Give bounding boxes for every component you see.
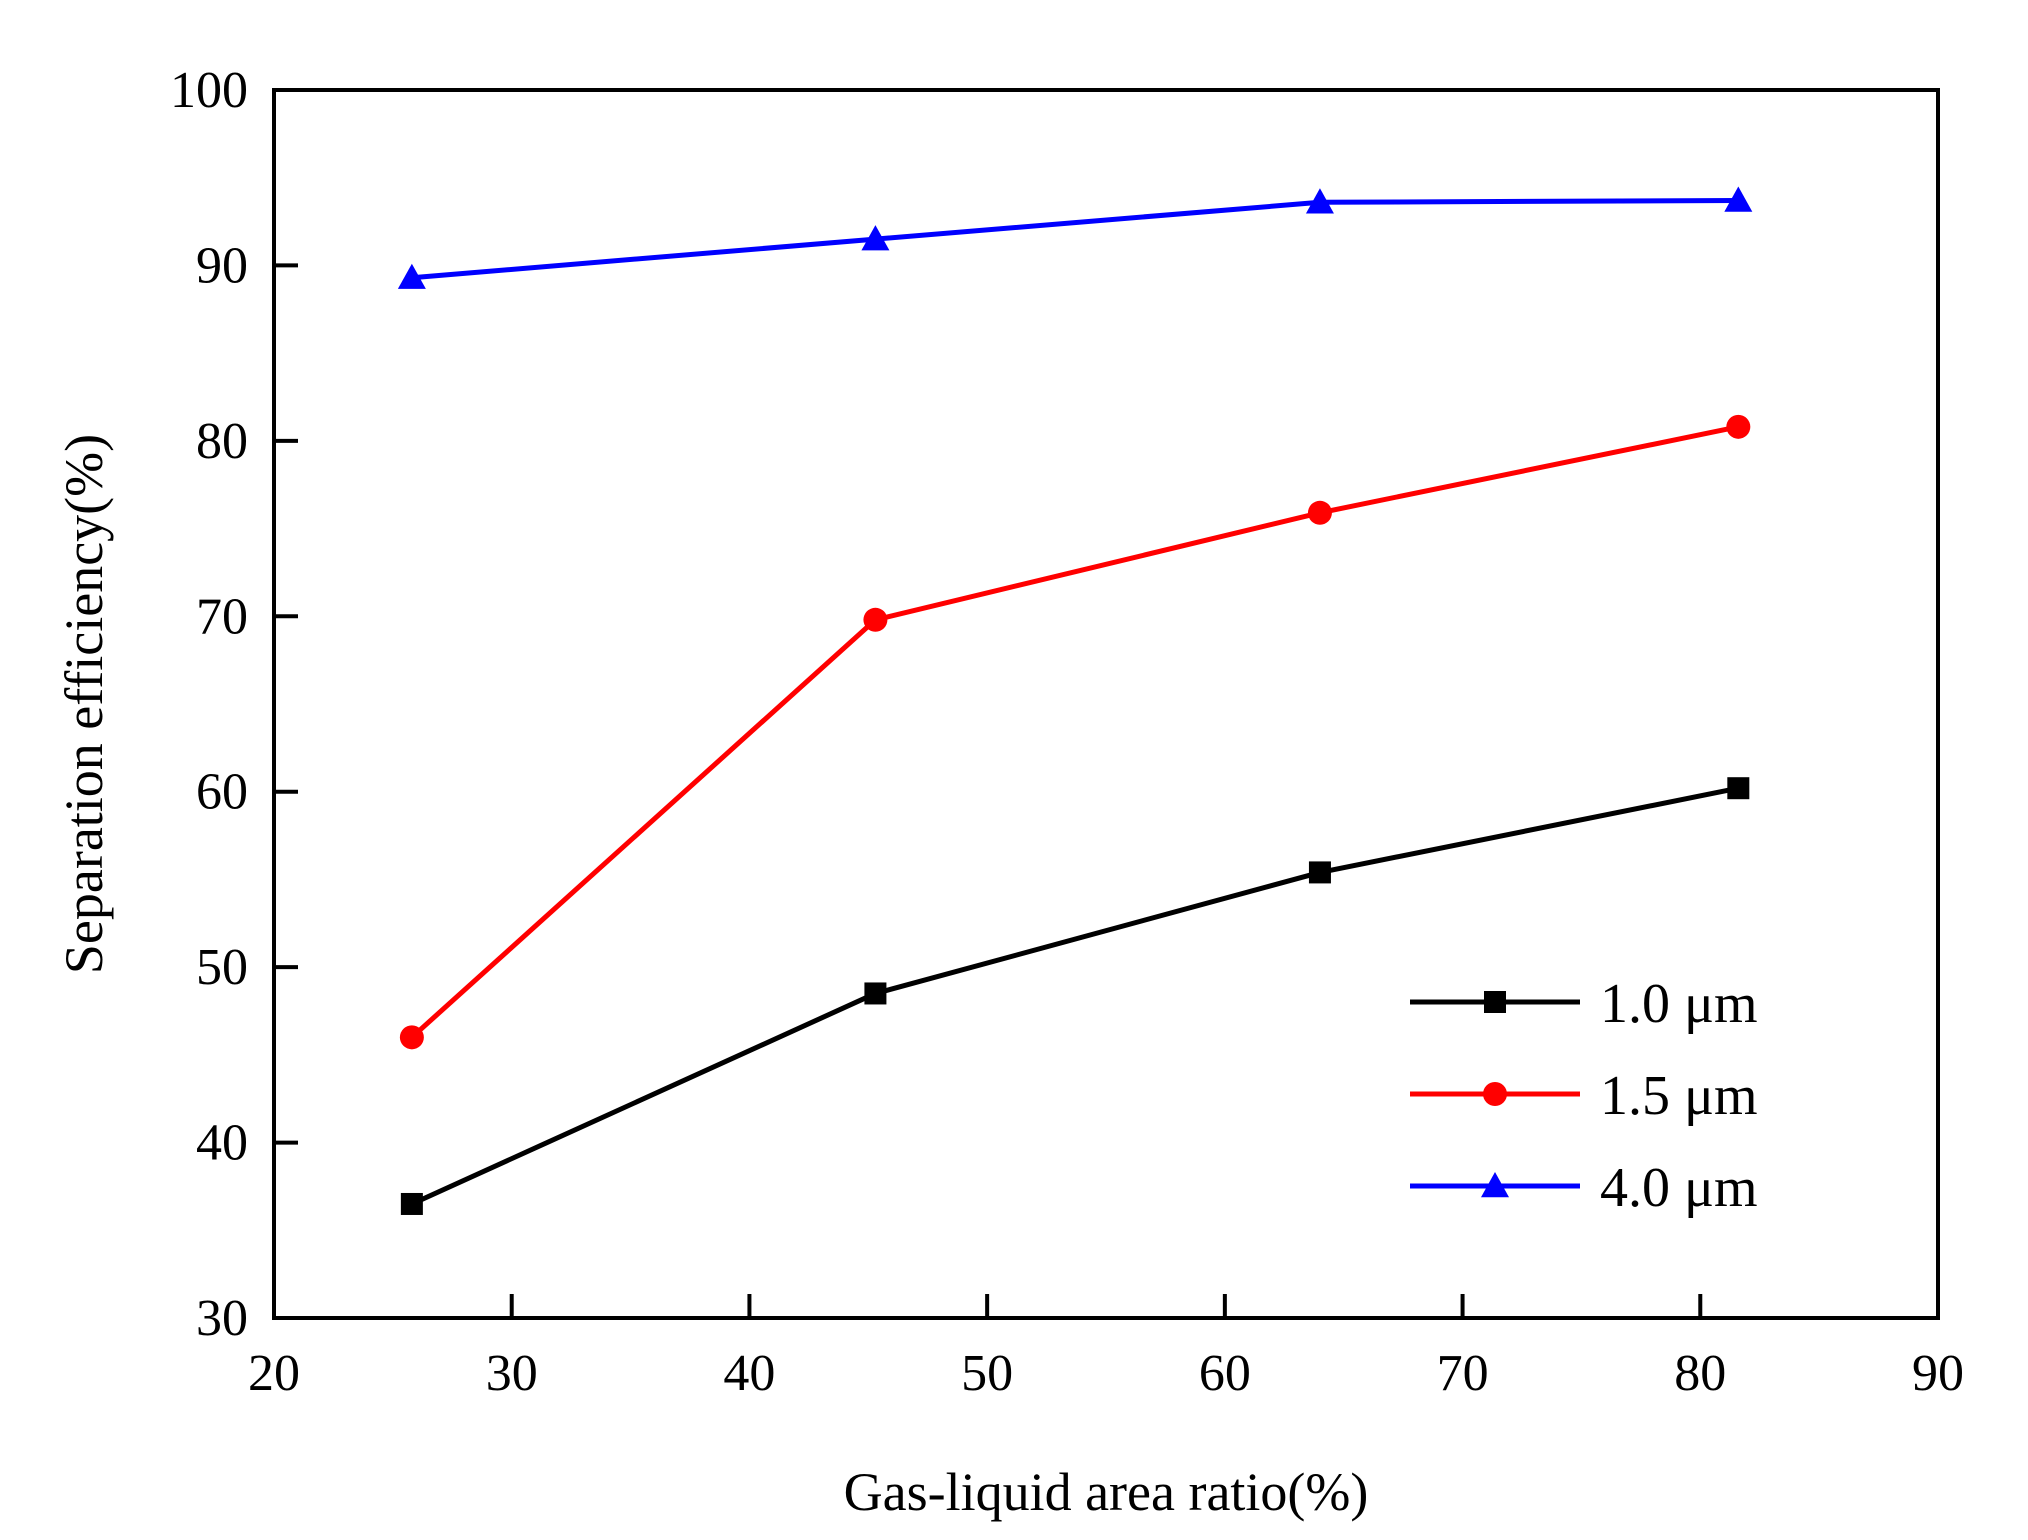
data-point [1305,188,1334,214]
series-line [410,424,1739,1040]
x-tick-label: 40 [723,1345,775,1402]
data-point [861,225,890,251]
legend-label: 1.0 μm [1600,973,1758,1035]
data-point [1726,414,1751,439]
y-tick-label: 50 [196,939,248,996]
y-axis-title: Separation efficiency(%) [54,434,114,974]
y-tick-label: 40 [196,1115,248,1172]
x-axis-title: Gas-liquid area ratio(%) [844,1462,1369,1522]
data-point [864,982,887,1005]
data-point [1308,861,1331,884]
y-tick-label: 70 [196,588,248,645]
y-tick-label: 80 [196,413,248,470]
legend-label: 1.5 μm [1600,1065,1758,1127]
data-point [1727,777,1750,800]
legend-marker [1484,991,1506,1013]
series-line [410,785,1739,1207]
data-point [1307,500,1332,525]
data-point [400,1192,423,1215]
x-tick-label: 90 [1912,1345,1964,1402]
legend-label: 4.0 μm [1600,1157,1758,1219]
data-point [1724,186,1753,212]
x-tick-label: 30 [486,1345,538,1402]
y-tick-label: 100 [170,62,248,119]
y-axis: 30 40 50 60 70 80 90 100 [170,62,298,1347]
x-tick-label: 50 [961,1345,1013,1402]
y-tick-label: 30 [196,1290,248,1347]
plot-frame [272,88,1940,1320]
x-tick-label: 60 [1199,1345,1251,1402]
y-tick-label: 90 [196,237,248,294]
series-line [411,198,1739,281]
x-tick-label: 70 [1437,1345,1489,1402]
data-point [399,1025,424,1050]
series-layer [397,186,1753,1215]
legend-marker [1483,1082,1507,1106]
legend-marker [1481,1172,1509,1198]
x-tick-label: 20 [248,1345,300,1402]
x-axis: 20 30 40 50 60 70 80 90 [248,1294,1964,1402]
x-tick-label: 80 [1674,1345,1726,1402]
legend: 1.0 μm 1.5 μm 4.0 μm [1410,973,1758,1219]
y-tick-label: 60 [196,764,248,821]
data-point [397,263,426,289]
data-point [863,607,888,632]
